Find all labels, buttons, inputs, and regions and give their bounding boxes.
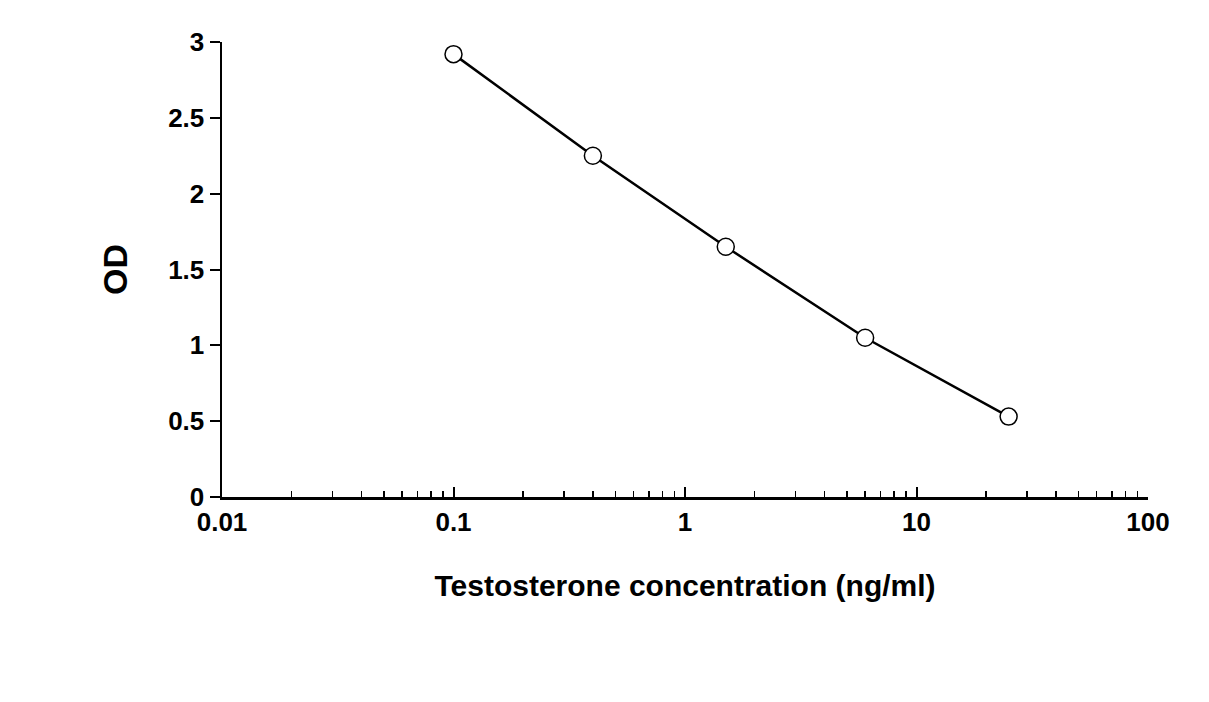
svg-text:0.5: 0.5 xyxy=(168,406,204,436)
svg-text:2.5: 2.5 xyxy=(168,103,204,133)
svg-text:OD: OD xyxy=(96,244,134,295)
svg-text:3: 3 xyxy=(190,27,204,57)
svg-text:1: 1 xyxy=(678,507,692,537)
svg-text:2: 2 xyxy=(190,179,204,209)
svg-text:10: 10 xyxy=(902,507,931,537)
svg-text:Testosterone concentration (ng: Testosterone concentration (ng/ml) xyxy=(434,569,935,602)
svg-text:0.01: 0.01 xyxy=(197,507,248,537)
svg-text:0: 0 xyxy=(190,482,204,512)
svg-text:1.5: 1.5 xyxy=(168,255,204,285)
svg-text:0.1: 0.1 xyxy=(435,507,471,537)
svg-text:1: 1 xyxy=(190,330,204,360)
svg-text:100: 100 xyxy=(1126,507,1169,537)
